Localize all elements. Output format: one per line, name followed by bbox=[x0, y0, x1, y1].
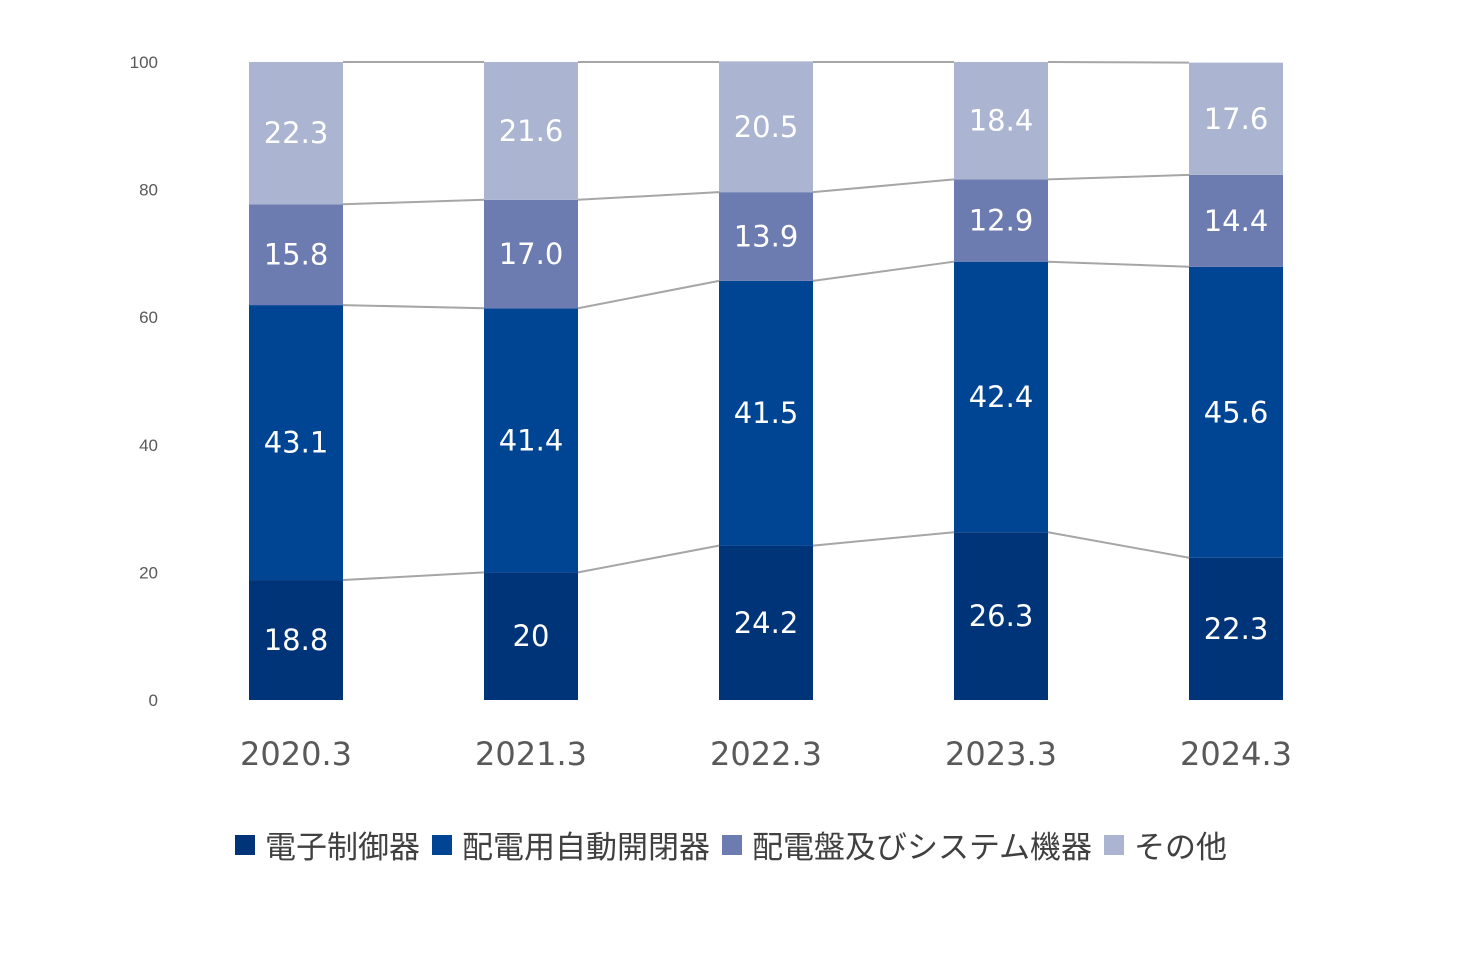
bar-segment bbox=[954, 179, 1048, 262]
bar-segment bbox=[484, 199, 578, 309]
data-label: 41.5 bbox=[734, 396, 799, 430]
data-label: 15.8 bbox=[264, 238, 329, 272]
y-tick-label: 20 bbox=[139, 563, 158, 582]
y-tick-label: 80 bbox=[139, 181, 158, 200]
series-line bbox=[812, 260, 955, 282]
bar-segment bbox=[719, 280, 813, 546]
data-label: 14.4 bbox=[1204, 204, 1269, 238]
series-line bbox=[1047, 531, 1190, 559]
data-labels-group: 18.8 20 24.2 26.3 22.3 43.1 41.4 41.5 42.4 45.6 15… bbox=[264, 102, 1269, 657]
data-label: 17.6 bbox=[1204, 102, 1269, 136]
y-tick-label: 100 bbox=[130, 53, 158, 72]
legend-swatch bbox=[234, 834, 255, 855]
data-label: 43.1 bbox=[264, 426, 329, 460]
bar-segment bbox=[719, 192, 813, 281]
series-line bbox=[812, 178, 955, 194]
legend-swatch bbox=[1104, 834, 1125, 855]
bar-segment bbox=[484, 308, 578, 573]
y-tick-label: 0 bbox=[149, 691, 158, 710]
series-line bbox=[577, 544, 720, 574]
bar-segment bbox=[719, 545, 813, 700]
bar-segment bbox=[1189, 174, 1283, 267]
bars-group bbox=[249, 61, 1283, 700]
data-label: 24.2 bbox=[734, 606, 799, 640]
series-line bbox=[1047, 61, 1190, 64]
data-label: 18.8 bbox=[264, 623, 329, 657]
data-label: 26.3 bbox=[969, 599, 1034, 633]
legend-label: その他 bbox=[1134, 830, 1228, 866]
series-line bbox=[577, 191, 720, 201]
bar-segment bbox=[1189, 557, 1283, 700]
bar-segment bbox=[1189, 62, 1283, 175]
bar-segment bbox=[484, 572, 578, 700]
legend-item-distribution-switches: 配電用自動開閉器 bbox=[431, 822, 710, 867]
data-label: 21.6 bbox=[499, 114, 564, 148]
legend-swatch bbox=[431, 834, 452, 855]
series-line bbox=[577, 279, 720, 310]
series-lines-group bbox=[342, 61, 1190, 582]
bar-segment bbox=[719, 61, 813, 193]
legend-item-electronic-controllers: 電子制御器 bbox=[234, 822, 420, 867]
data-label: 22.3 bbox=[264, 116, 329, 150]
x-tick-label: 2020.3 bbox=[240, 735, 352, 773]
bar-segment bbox=[1189, 266, 1283, 558]
x-tick-label: 2023.3 bbox=[945, 735, 1057, 773]
bar-segment bbox=[249, 305, 343, 581]
legend: 電子制御器 配電用自動開閉器 配電盤及びシステム機器 その他 bbox=[0, 822, 1462, 867]
bar-segment bbox=[954, 62, 1048, 180]
data-label: 12.9 bbox=[969, 204, 1034, 238]
data-label: 22.3 bbox=[1204, 612, 1269, 646]
data-label: 45.6 bbox=[1204, 395, 1269, 429]
bar-segment bbox=[484, 62, 578, 200]
y-tick-label: 40 bbox=[139, 436, 158, 455]
data-label: 20 bbox=[513, 619, 550, 653]
series-line bbox=[342, 304, 485, 310]
series-line bbox=[342, 571, 485, 582]
bar-segment bbox=[954, 261, 1048, 533]
bar-segment bbox=[954, 532, 1048, 700]
data-label: 42.4 bbox=[969, 380, 1034, 414]
y-tick-label: 60 bbox=[139, 308, 158, 327]
x-tick-label: 2022.3 bbox=[710, 735, 822, 773]
series-line bbox=[812, 531, 955, 547]
data-label: 41.4 bbox=[499, 423, 564, 457]
legend-swatch bbox=[721, 834, 742, 855]
x-tick-label: 2021.3 bbox=[475, 735, 587, 773]
data-label: 18.4 bbox=[969, 104, 1034, 138]
data-label: 13.9 bbox=[734, 219, 799, 253]
legend-label: 電子制御器 bbox=[264, 830, 420, 866]
series-line bbox=[342, 198, 485, 206]
series-line bbox=[1047, 260, 1190, 268]
x-tick-label: 2024.3 bbox=[1180, 735, 1292, 773]
bar-segment bbox=[249, 204, 343, 306]
bar-segment bbox=[249, 580, 343, 700]
legend-item-other: その他 bbox=[1104, 822, 1227, 867]
legend-item-switchboards-systems: 配電盤及びシステム機器 bbox=[721, 822, 1093, 867]
data-label: 20.5 bbox=[734, 110, 799, 144]
legend-label: 配電用自動開閉器 bbox=[461, 830, 710, 866]
series-line bbox=[1047, 173, 1190, 181]
bar-segment bbox=[249, 62, 343, 205]
data-label: 17.0 bbox=[499, 237, 564, 271]
legend-label: 配電盤及びシステム機器 bbox=[751, 830, 1093, 866]
